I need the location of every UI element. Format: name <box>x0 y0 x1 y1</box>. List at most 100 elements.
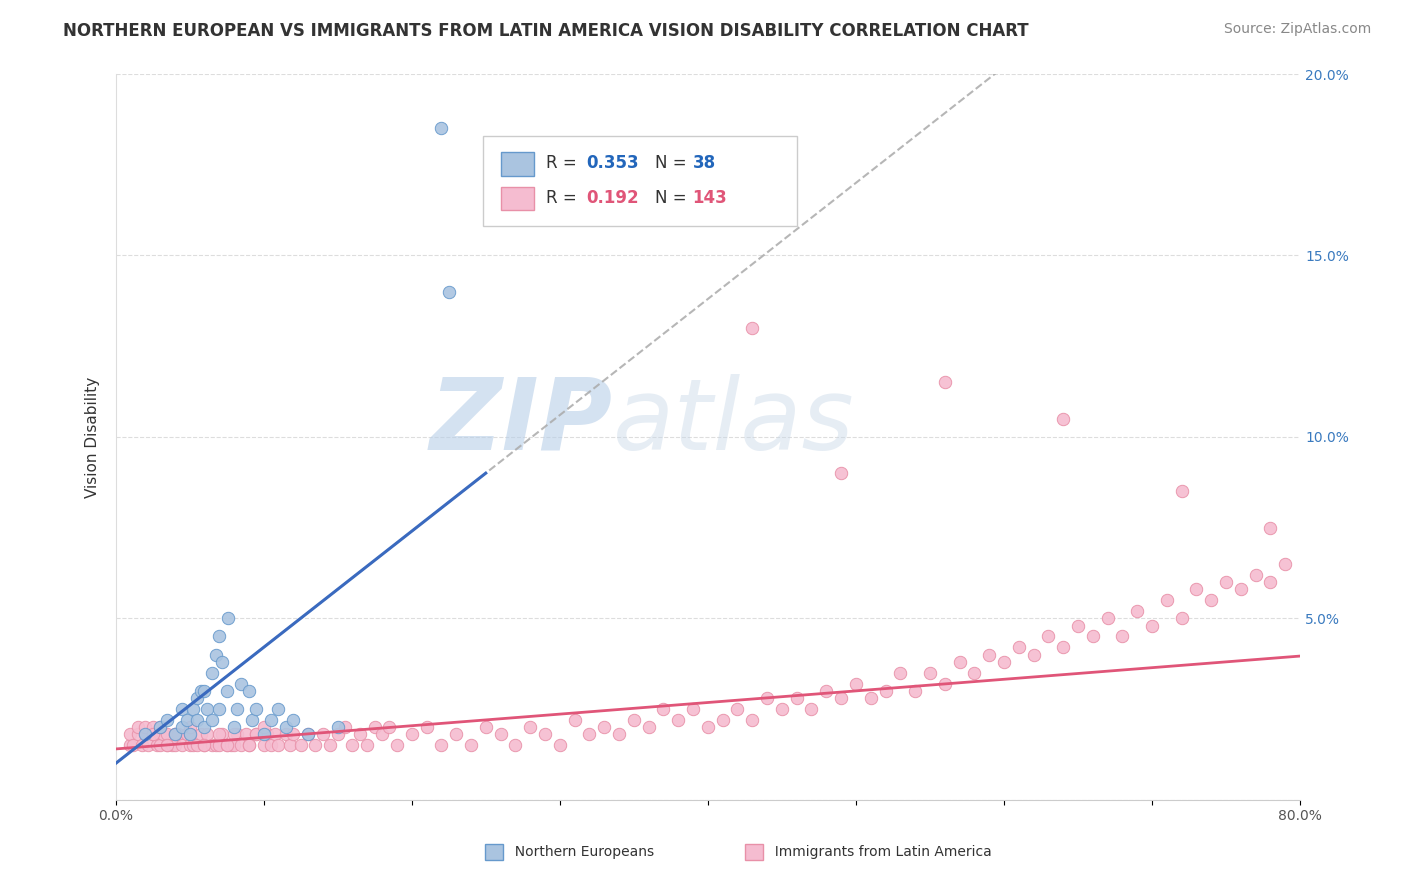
Point <box>163 739 186 753</box>
Point <box>120 727 142 741</box>
Point <box>238 739 260 753</box>
Point <box>356 739 378 753</box>
Point <box>786 691 808 706</box>
Point <box>889 665 911 680</box>
Point <box>267 702 290 716</box>
Point <box>219 739 242 753</box>
Point <box>682 702 704 716</box>
Point <box>136 739 159 753</box>
Point <box>238 684 260 698</box>
Point <box>637 720 659 734</box>
Point <box>430 121 453 136</box>
Point <box>201 739 224 753</box>
Point <box>166 727 188 741</box>
Point <box>741 713 763 727</box>
Point <box>274 727 297 741</box>
Point <box>205 739 228 753</box>
Point <box>1260 575 1282 590</box>
Point <box>290 739 312 753</box>
Point <box>181 739 204 753</box>
Text: Northern Europeans: Northern Europeans <box>506 845 654 859</box>
Point <box>240 713 263 727</box>
Point <box>142 720 165 734</box>
Point <box>245 727 267 741</box>
Text: 38: 38 <box>692 154 716 172</box>
Point <box>235 727 257 741</box>
Point <box>333 720 356 734</box>
Point <box>267 739 290 753</box>
Point <box>193 739 215 753</box>
Y-axis label: Vision Disability: Vision Disability <box>86 376 100 498</box>
Point <box>149 727 172 741</box>
Point <box>238 739 260 753</box>
Point <box>186 691 208 706</box>
Point <box>122 739 145 753</box>
Point <box>934 376 956 390</box>
Point <box>253 720 276 734</box>
Point <box>741 321 763 335</box>
Point <box>1052 411 1074 425</box>
Point <box>1097 611 1119 625</box>
Point <box>607 727 630 741</box>
Point <box>215 739 238 753</box>
Text: Source: ZipAtlas.com: Source: ZipAtlas.com <box>1223 22 1371 37</box>
Point <box>215 684 238 698</box>
Text: N =: N = <box>655 189 686 207</box>
Point <box>378 720 401 734</box>
Point <box>179 720 201 734</box>
Point <box>208 739 231 753</box>
Point <box>342 739 364 753</box>
Point <box>160 739 183 753</box>
Point <box>349 727 371 741</box>
Point <box>156 713 179 727</box>
Point <box>1230 582 1253 597</box>
Point <box>208 727 231 741</box>
Point <box>217 611 239 625</box>
Point <box>201 713 224 727</box>
Text: 0.192: 0.192 <box>586 189 638 207</box>
Point <box>172 739 194 753</box>
Text: Immigrants from Latin America: Immigrants from Latin America <box>766 845 993 859</box>
FancyBboxPatch shape <box>501 153 534 176</box>
Point <box>593 720 616 734</box>
Point <box>195 727 218 741</box>
Point <box>1199 593 1222 607</box>
Point <box>1140 618 1163 632</box>
Point <box>190 727 212 741</box>
Point <box>205 648 228 662</box>
Point <box>326 720 349 734</box>
Point <box>195 702 218 716</box>
Point <box>231 739 253 753</box>
Point <box>963 665 986 680</box>
Text: R =: R = <box>546 189 576 207</box>
Point <box>830 466 852 480</box>
Point <box>1126 604 1149 618</box>
Point <box>1244 567 1267 582</box>
Point <box>215 739 238 753</box>
Point <box>211 655 233 669</box>
Point <box>186 713 208 727</box>
Point <box>156 739 179 753</box>
Point <box>770 702 793 716</box>
Point <box>131 739 153 753</box>
Point <box>815 684 838 698</box>
Point <box>163 727 186 741</box>
Point <box>211 727 233 741</box>
Text: atlas: atlas <box>613 374 855 471</box>
Point <box>274 720 297 734</box>
Point <box>226 727 249 741</box>
Point <box>1052 640 1074 655</box>
Point <box>253 739 276 753</box>
Point <box>415 720 437 734</box>
Point <box>264 727 287 741</box>
Point <box>193 739 215 753</box>
Text: 0.353: 0.353 <box>586 154 638 172</box>
Point <box>437 285 460 299</box>
Point <box>505 739 527 753</box>
Point <box>875 684 897 698</box>
Point <box>278 739 301 753</box>
Point <box>193 684 215 698</box>
Point <box>696 720 718 734</box>
Point <box>564 713 586 727</box>
Point <box>1067 618 1090 632</box>
